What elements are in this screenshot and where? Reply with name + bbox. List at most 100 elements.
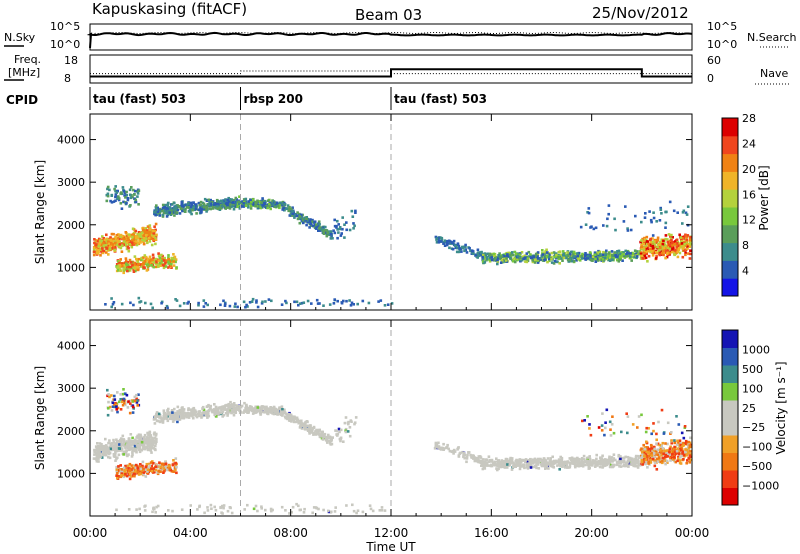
scatter-cell-2129 (558, 461, 561, 465)
scatter-cell-2455 (655, 255, 658, 258)
power-ytick-label-1: 2000 (57, 219, 85, 232)
scatter-cell-401 (108, 245, 112, 248)
scatter-cell-2500 (681, 247, 685, 250)
scatter-cell-1201 (259, 203, 263, 206)
scatter-cell-285 (138, 445, 142, 448)
scatter-cell-1231 (273, 406, 276, 410)
scatter-cell-674 (115, 468, 119, 471)
scatter-cell-2134 (528, 459, 532, 463)
scatter-cell-1040 (152, 418, 156, 421)
scatter-cell-2136 (557, 256, 560, 259)
scatter-cell-2568 (584, 223, 588, 226)
scatter-cell-379 (140, 437, 143, 441)
scatter-cell-462 (123, 194, 126, 197)
scatter-cell-2629 (244, 305, 247, 309)
scatter-cell-687 (150, 468, 154, 471)
scatter-cell-1768 (572, 259, 576, 263)
scatter-cell-1465 (332, 229, 335, 232)
scatter-cell-1435 (322, 232, 326, 235)
scatter-cell-471 (113, 394, 116, 398)
scatter-cell-259 (141, 227, 144, 230)
scatter-cell-2517 (661, 245, 664, 248)
scatter-cell-2396 (688, 252, 692, 256)
scatter-cell-2541 (640, 220, 643, 224)
scatter-cell-418 (114, 448, 118, 451)
scatter-cell-1425 (304, 217, 308, 221)
scatter-cell-1440 (340, 232, 343, 235)
scatter-cell-622 (124, 262, 128, 266)
scatter-cell-567 (167, 254, 170, 257)
scatter-cell-883 (171, 420, 175, 423)
scatter-cell-1456 (336, 228, 339, 231)
scatter-cell-821 (209, 407, 212, 411)
scatter-cell-1454 (353, 422, 356, 426)
scatter-cell-1361 (318, 223, 321, 226)
scatter-cell-1056 (192, 204, 195, 208)
scatter-cell-2172 (525, 252, 529, 255)
scatter-cell-2071 (581, 252, 584, 256)
scatter-cell-2601 (112, 301, 116, 304)
scatter-cell-1436 (288, 208, 291, 211)
scatter-cell-1388 (295, 416, 299, 420)
scatter-cell-749 (144, 465, 148, 468)
scatter-cell-1015 (217, 200, 220, 203)
scatter-cell-1444 (343, 223, 346, 226)
scatter-cell-730 (164, 466, 167, 469)
scatter-cell-1864 (562, 463, 566, 467)
scatter-cell-1530 (445, 239, 449, 243)
scatter-cell-2161 (606, 256, 609, 259)
scatter-cell-1885 (553, 255, 556, 259)
scatter-cell-452 (119, 202, 123, 205)
scatter-cell-4 (154, 242, 157, 246)
scatter-cell-1985 (574, 465, 577, 469)
scatter-cell-1928 (544, 249, 547, 253)
scatter-cell-1842 (497, 460, 500, 463)
scatter-cell-672 (117, 260, 120, 263)
scatter-cell-1326 (296, 211, 299, 214)
scatter-cell-2331 (677, 242, 681, 246)
scatter-cell-1701 (579, 461, 582, 465)
scatter-cell-602 (141, 470, 144, 474)
scatter-cell-2488 (670, 238, 673, 242)
scatter-cell-1257 (259, 200, 262, 204)
scatter-cell-734 (144, 468, 148, 471)
scatter-cell-2453 (670, 233, 673, 237)
scatter-cell-2108 (540, 255, 544, 258)
scatter-cell-2018 (635, 458, 639, 462)
scatter-cell-1913 (634, 464, 637, 468)
scatter-cell-1988 (544, 254, 547, 258)
scatter-cell-2040 (607, 460, 611, 463)
scatter-cell-682 (131, 264, 134, 267)
scatter-cell-1603 (621, 456, 624, 460)
scatter-cell-319 (144, 234, 147, 237)
scatter-cell-1582 (513, 250, 517, 254)
scatter-cell-946 (162, 415, 165, 418)
scatter-cell-306 (146, 225, 150, 228)
scatter-cell-332 (114, 245, 117, 249)
scatter-cell-2134 (532, 255, 536, 258)
scatter-cell-397 (123, 237, 126, 241)
scatter-cell-2157 (576, 252, 579, 255)
scatter-cell-467 (132, 188, 135, 192)
scatter-cell-1234 (266, 206, 269, 210)
scatter-cell-1556 (433, 447, 437, 450)
scatter-cell-1056 (176, 416, 179, 420)
scatter-cell-1412 (286, 417, 289, 421)
scatter-cell-230 (127, 239, 131, 242)
scatter-cell-739 (162, 471, 165, 474)
scatter-cell-2664 (298, 302, 302, 305)
scatter-cell-1891 (496, 262, 499, 266)
scatter-cell-1410 (308, 428, 312, 431)
scatter-cell-396 (107, 451, 110, 455)
scatter-cell-1780 (623, 256, 627, 259)
cpid-strip: tau (fast) 503 rbsp 200 tau (fast) 503 (89, 87, 487, 110)
scatter-cell-1872 (615, 463, 619, 467)
scatter-cell-377 (152, 238, 155, 241)
scatter-cell-636 (156, 471, 159, 474)
scatter-cell-263 (151, 436, 154, 440)
scatter-cell-362 (119, 441, 123, 445)
scatter-cell-469 (122, 388, 125, 391)
scatter-cell-1889 (627, 252, 631, 255)
scatter-cell-1332 (327, 433, 330, 437)
scatter-cell-1342 (281, 202, 284, 205)
